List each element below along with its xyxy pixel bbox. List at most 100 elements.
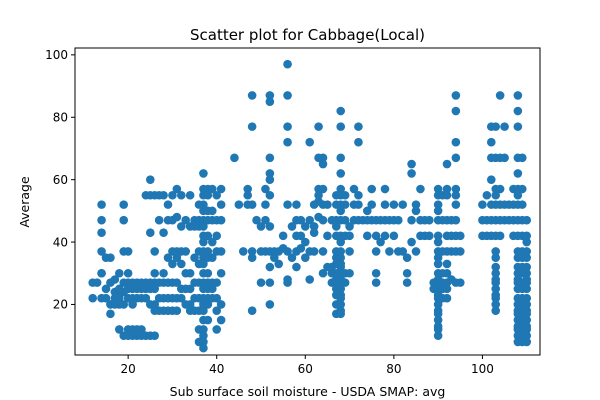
x-tick-label: 40 xyxy=(209,362,224,376)
data-point xyxy=(336,184,346,194)
data-point xyxy=(336,262,346,272)
data-point xyxy=(491,306,501,316)
data-point xyxy=(318,184,328,194)
data-point xyxy=(336,122,346,131)
y-tick-label: 40 xyxy=(53,235,68,249)
data-point xyxy=(424,215,434,225)
data-point xyxy=(500,122,509,131)
data-point xyxy=(190,253,199,262)
data-point xyxy=(172,212,182,222)
data-point xyxy=(513,169,523,178)
data-point xyxy=(287,222,297,231)
data-point xyxy=(212,190,222,200)
data-point xyxy=(265,91,275,100)
data-point xyxy=(491,278,501,287)
data-point xyxy=(354,137,363,147)
y-tick-label: 60 xyxy=(53,173,68,187)
data-point xyxy=(247,200,257,209)
y-tick-label: 100 xyxy=(45,48,68,62)
data-point xyxy=(203,300,213,309)
data-point xyxy=(230,153,239,163)
data-point xyxy=(451,215,461,225)
data-point xyxy=(309,222,319,231)
data-point xyxy=(256,222,266,231)
data-point xyxy=(336,153,346,163)
data-point xyxy=(252,215,261,225)
data-point xyxy=(522,300,532,309)
data-point xyxy=(522,337,532,347)
data-point xyxy=(318,215,328,225)
data-point xyxy=(234,200,244,209)
x-tick-label: 20 xyxy=(121,362,136,376)
data-point xyxy=(318,247,328,256)
data-point xyxy=(442,184,452,194)
data-point xyxy=(203,315,213,325)
data-point xyxy=(168,190,177,200)
data-point xyxy=(433,325,443,334)
data-point xyxy=(433,315,443,325)
data-point xyxy=(176,293,186,303)
data-point xyxy=(274,259,284,269)
data-point xyxy=(114,293,124,303)
data-point xyxy=(247,253,257,262)
data-point xyxy=(522,293,532,303)
data-point xyxy=(150,300,160,309)
data-point xyxy=(300,237,310,247)
data-point xyxy=(283,122,292,131)
data-point xyxy=(495,91,505,100)
data-point xyxy=(451,184,461,194)
data-point xyxy=(150,247,160,256)
data-point xyxy=(172,253,182,262)
data-point xyxy=(212,306,222,316)
data-point xyxy=(172,278,182,287)
data-point xyxy=(106,309,115,319)
data-point xyxy=(354,122,363,131)
data-point xyxy=(159,268,168,278)
data-point xyxy=(407,215,416,225)
data-point xyxy=(336,293,346,303)
data-point xyxy=(261,184,270,194)
data-point xyxy=(349,184,359,194)
data-point xyxy=(398,200,408,209)
data-point xyxy=(402,278,412,287)
data-point xyxy=(389,200,399,209)
data-point xyxy=(181,215,191,225)
data-point xyxy=(212,278,222,287)
data-point xyxy=(261,200,270,209)
y-axis-label: Average xyxy=(17,176,32,228)
data-point xyxy=(265,169,275,178)
axis-ticks: 20 40 60 80 100 20 40 60 80 100 xyxy=(45,48,494,376)
data-point xyxy=(150,268,160,278)
data-point xyxy=(455,278,465,287)
data-point xyxy=(491,268,501,278)
data-point xyxy=(199,259,208,269)
data-point xyxy=(119,215,129,225)
data-point xyxy=(168,259,177,269)
data-point xyxy=(97,228,106,237)
data-point xyxy=(345,247,354,256)
data-point xyxy=(336,106,346,116)
data-point xyxy=(247,91,257,100)
data-point xyxy=(407,159,416,169)
data-point xyxy=(296,215,306,225)
data-point xyxy=(318,159,328,169)
data-point xyxy=(185,268,195,278)
data-point xyxy=(522,325,532,334)
data-point xyxy=(199,222,208,231)
data-point xyxy=(486,175,496,184)
data-point xyxy=(402,268,412,278)
data-point xyxy=(433,231,443,241)
x-tick-label: 60 xyxy=(298,362,313,376)
data-point xyxy=(106,253,115,262)
data-point xyxy=(265,97,275,106)
data-point xyxy=(238,247,248,256)
data-point xyxy=(433,331,443,340)
x-tick-label: 100 xyxy=(471,362,494,376)
data-point xyxy=(296,244,306,253)
data-point xyxy=(97,215,106,225)
data-point xyxy=(362,231,372,241)
data-point xyxy=(354,200,363,209)
data-point xyxy=(176,259,186,269)
data-point xyxy=(451,190,461,200)
